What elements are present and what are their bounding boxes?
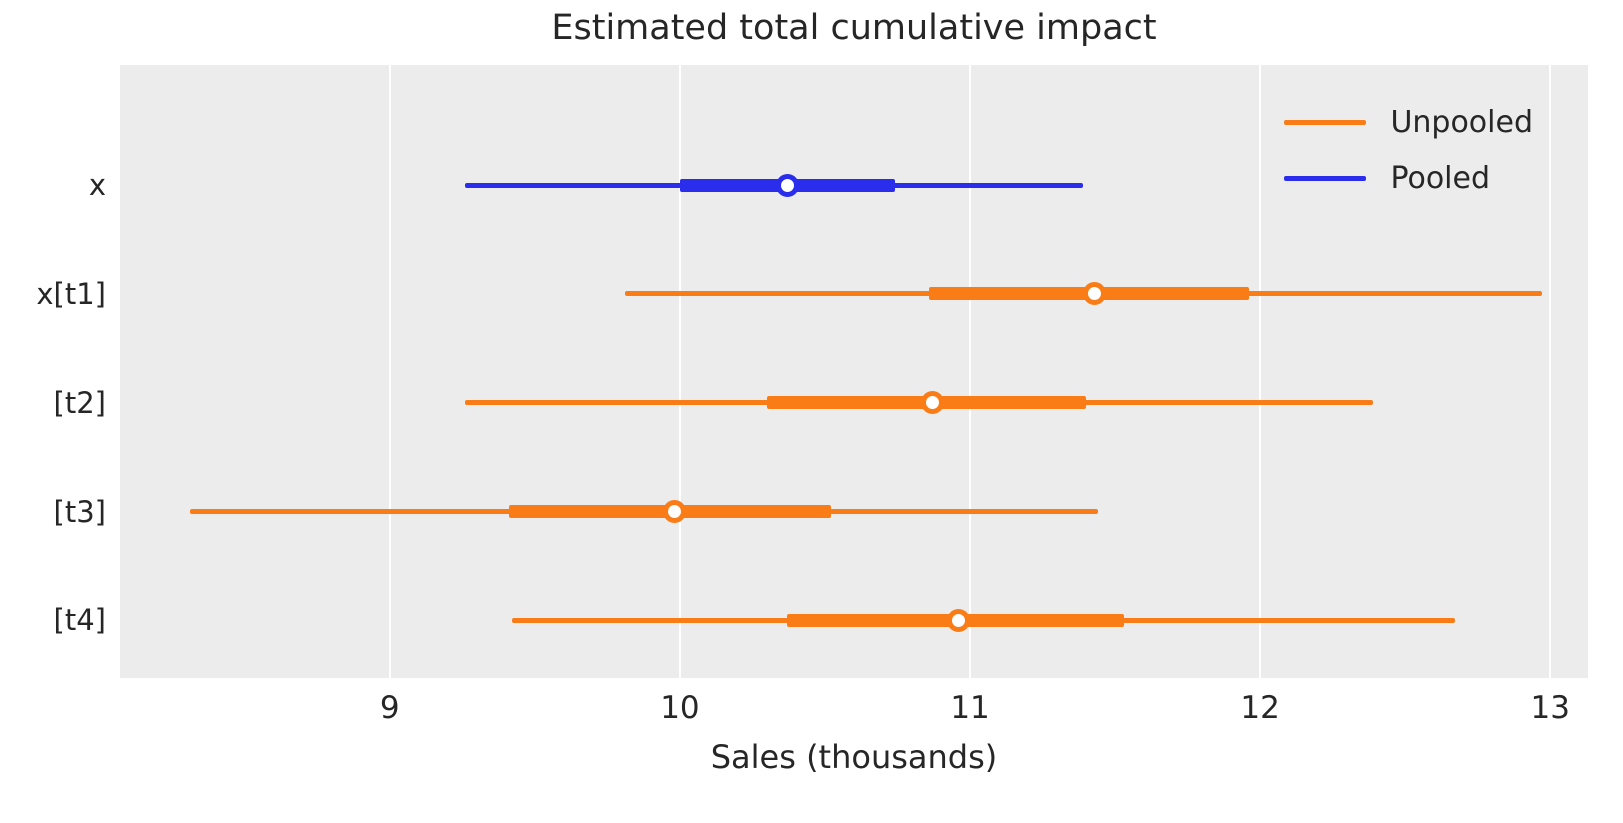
gridline <box>1549 65 1552 678</box>
point-estimate-marker <box>662 500 686 524</box>
point-estimate-marker <box>920 391 944 415</box>
x-tick-label: 9 <box>379 690 400 726</box>
point-estimate-marker <box>1083 282 1107 306</box>
legend-label: Pooled <box>1390 160 1491 196</box>
legend-label: Unpooled <box>1390 104 1533 140</box>
gridline <box>1259 65 1262 678</box>
chart-title: Estimated total cumulative impact <box>551 8 1157 48</box>
gridline <box>969 65 972 678</box>
x-tick-label: 11 <box>950 690 990 726</box>
legend: Unpooled Pooled <box>1284 94 1533 206</box>
x-tick-label: 12 <box>1240 690 1280 726</box>
point-estimate-marker <box>946 608 970 632</box>
plot-area: Unpooled Pooled <box>120 65 1588 678</box>
y-tick-label: x <box>88 168 106 203</box>
y-tick-label: [t3] <box>53 494 106 529</box>
legend-swatch-line <box>1284 175 1367 181</box>
gridline <box>388 65 391 678</box>
x-axis-label: Sales (thousands) <box>710 738 998 776</box>
legend-entry: Unpooled <box>1284 94 1533 150</box>
legend-swatch-line <box>1284 119 1367 125</box>
y-tick-label: [t2] <box>53 385 106 420</box>
x-tick-label: 10 <box>660 690 700 726</box>
gridline <box>678 65 681 678</box>
x-tick-label: 13 <box>1530 690 1571 726</box>
legend-entry: Pooled <box>1284 150 1533 206</box>
y-tick-label: x[t1] <box>36 276 106 311</box>
point-estimate-marker <box>775 173 799 197</box>
y-tick-label: [t4] <box>53 603 106 638</box>
